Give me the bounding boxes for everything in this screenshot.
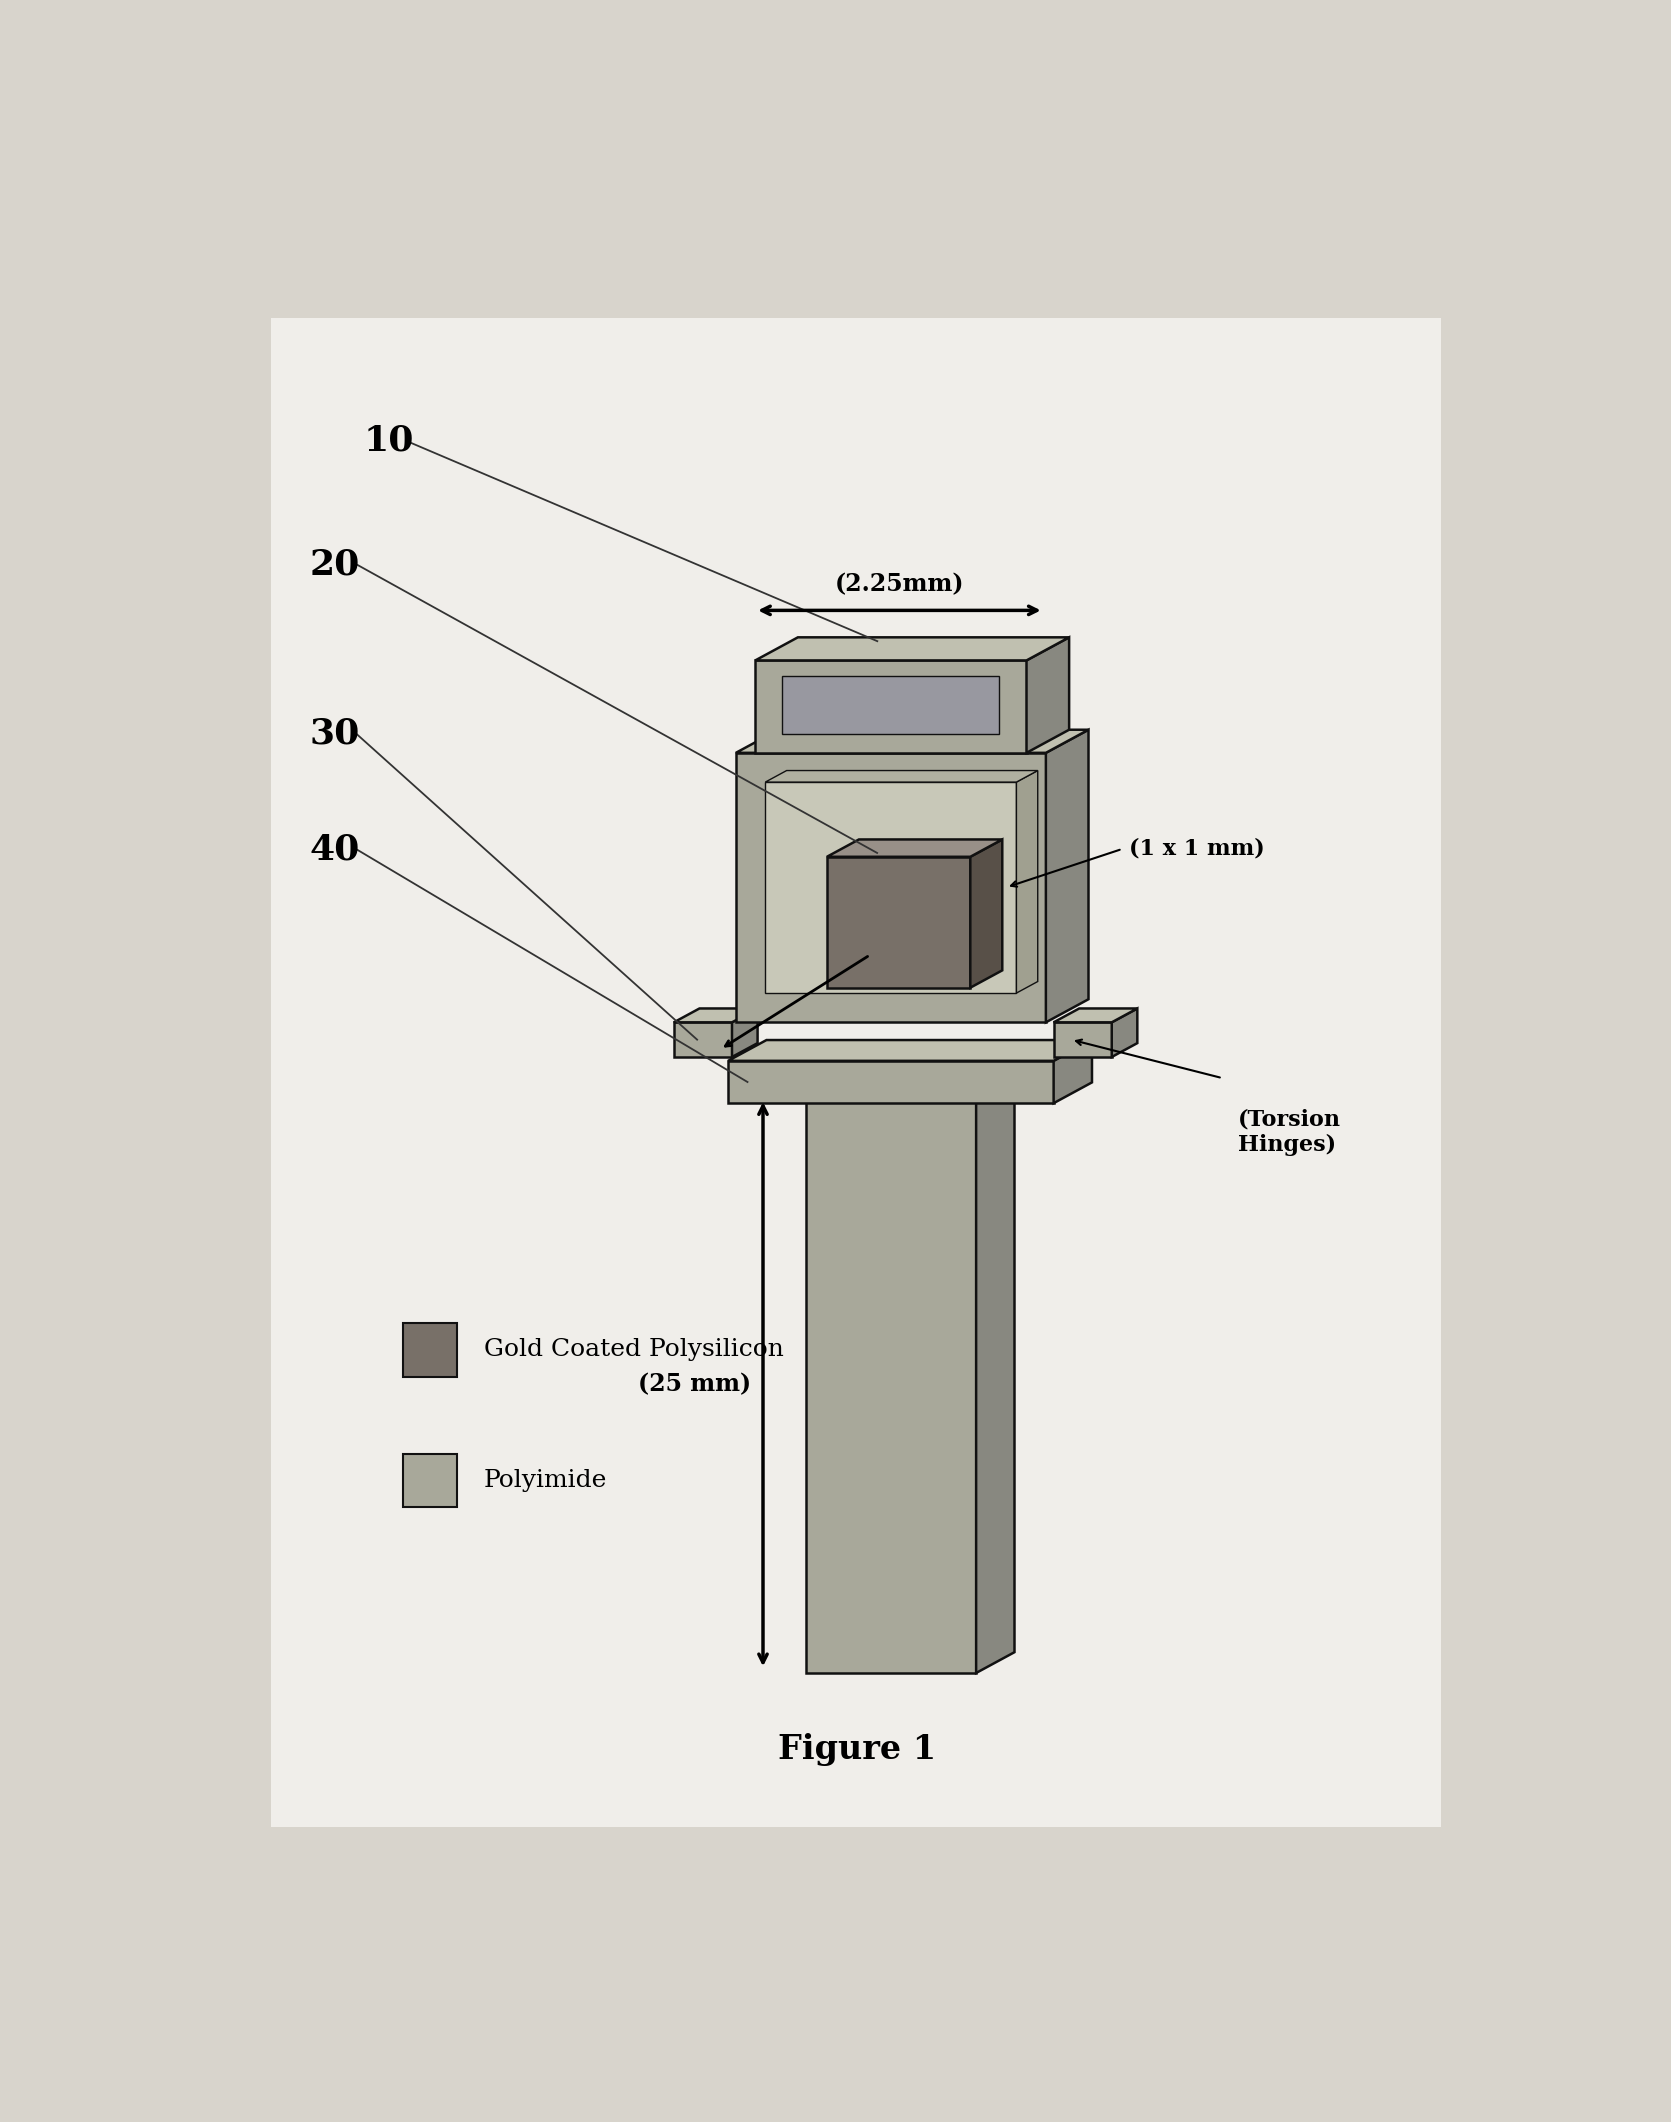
- Text: (Torsion
Hinges): (Torsion Hinges): [1238, 1108, 1342, 1156]
- Polygon shape: [765, 770, 1038, 783]
- Polygon shape: [1054, 1023, 1111, 1057]
- Polygon shape: [729, 1040, 1091, 1061]
- Polygon shape: [673, 1023, 732, 1057]
- Bar: [782, 675, 999, 734]
- Polygon shape: [1026, 637, 1069, 753]
- Polygon shape: [971, 840, 1003, 987]
- Polygon shape: [673, 1008, 757, 1023]
- Bar: [403, 1454, 456, 1507]
- Polygon shape: [735, 730, 1088, 753]
- Text: Gold Coated Polysilicon: Gold Coated Polysilicon: [485, 1339, 784, 1360]
- Text: 30: 30: [309, 717, 359, 751]
- Polygon shape: [805, 1074, 1014, 1095]
- Polygon shape: [1016, 770, 1038, 993]
- Text: 40: 40: [309, 832, 359, 866]
- Polygon shape: [755, 660, 1026, 753]
- Polygon shape: [735, 753, 1046, 1023]
- Text: (2.25mm): (2.25mm): [834, 573, 964, 596]
- FancyBboxPatch shape: [271, 318, 1440, 1827]
- Polygon shape: [729, 1061, 1054, 1103]
- Polygon shape: [805, 1095, 976, 1672]
- Text: (25 mm): (25 mm): [638, 1373, 752, 1396]
- Text: Polyimide: Polyimide: [485, 1468, 607, 1492]
- Text: 10: 10: [364, 424, 414, 458]
- Polygon shape: [1046, 730, 1088, 1023]
- Bar: [403, 1322, 456, 1377]
- Polygon shape: [1054, 1040, 1091, 1103]
- Polygon shape: [1111, 1008, 1138, 1057]
- Polygon shape: [765, 783, 1016, 993]
- Polygon shape: [827, 857, 971, 987]
- Polygon shape: [755, 637, 1069, 660]
- Polygon shape: [976, 1074, 1014, 1672]
- Polygon shape: [827, 840, 1003, 857]
- Text: 20: 20: [309, 547, 359, 581]
- Polygon shape: [732, 1008, 757, 1057]
- Text: Figure 1: Figure 1: [777, 1734, 936, 1766]
- Text: (1 x 1 mm): (1 x 1 mm): [1128, 838, 1265, 859]
- Polygon shape: [1054, 1008, 1138, 1023]
